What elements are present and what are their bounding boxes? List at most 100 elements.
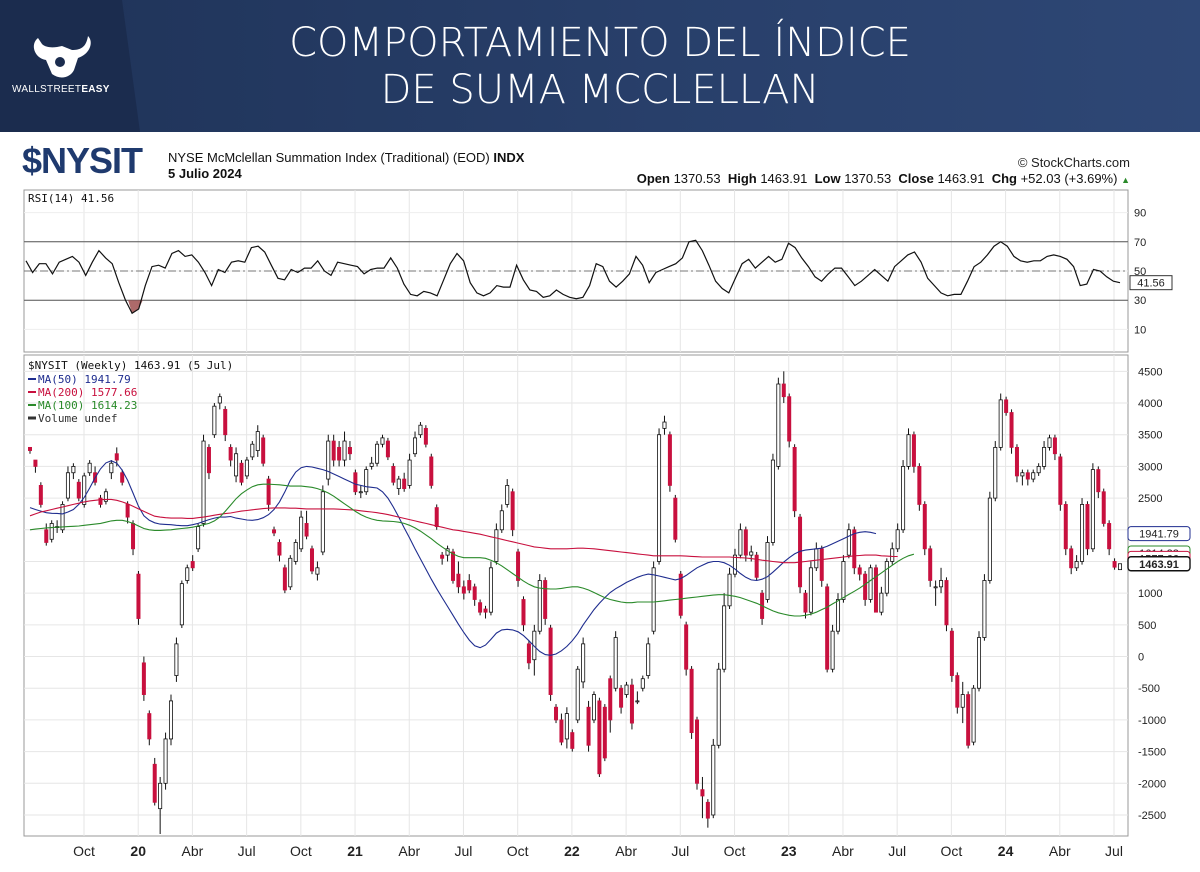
rsi-tick-label: 30 — [1134, 295, 1146, 307]
candle-body — [375, 443, 380, 464]
candle-body — [494, 529, 499, 562]
close-value-label: 1463.91 — [1139, 559, 1179, 571]
candle-body — [640, 678, 645, 689]
ma-line-ma100 — [29, 483, 915, 617]
candle-body — [125, 504, 130, 518]
candle-body — [98, 497, 103, 505]
candle-body — [917, 466, 922, 505]
candle-body — [657, 434, 662, 562]
candle-body — [1118, 563, 1123, 571]
candle-body — [982, 580, 987, 638]
candle-body — [787, 396, 792, 442]
candle-body — [548, 627, 553, 695]
rsi-tick-label: 50 — [1134, 266, 1146, 278]
candle-body — [396, 478, 401, 489]
low-value: 1370.53 — [844, 171, 892, 186]
candle-body — [282, 567, 287, 591]
close-value-box — [1127, 556, 1191, 572]
header-banner — [0, 0, 1200, 132]
high-label: High — [727, 171, 757, 186]
candle-body — [228, 446, 233, 461]
candle-body — [987, 497, 992, 581]
candle-body — [803, 592, 808, 613]
candle-body — [613, 637, 618, 689]
candle-body — [998, 399, 1003, 448]
open-label: Open — [636, 171, 670, 186]
candle-body — [944, 580, 949, 626]
candle-body — [385, 440, 390, 458]
candle-body — [320, 491, 325, 553]
candle-body — [689, 668, 694, 733]
price-tick-label: 3000 — [1138, 461, 1162, 473]
candle-body — [993, 446, 998, 499]
rsi-legend: RSI(14) 41.56 — [28, 192, 114, 205]
ma50-value-box — [1127, 526, 1191, 542]
candle-body — [743, 529, 748, 556]
candle-body — [326, 440, 331, 480]
banner-title-line1: COMPORTAMIENTO DEL ÍNDICE — [289, 20, 911, 66]
banner-title: COMPORTAMIENTO DEL ÍNDICE DE SUMA MCCLEL… — [230, 20, 970, 114]
candle-body — [879, 592, 884, 613]
candle-body — [922, 504, 927, 550]
candle-body — [190, 561, 195, 569]
candle-body — [906, 434, 911, 467]
price-tick-label: 4000 — [1138, 398, 1162, 410]
candle-body — [103, 491, 108, 502]
candle-body — [505, 485, 510, 505]
x-tick-label: Oct — [940, 843, 962, 859]
candle-body — [814, 548, 819, 569]
candle-body — [738, 529, 743, 556]
candle-body — [684, 624, 689, 670]
rsi-oversold-fill — [128, 300, 143, 314]
close-label: Close — [898, 171, 934, 186]
candle-body — [602, 706, 607, 759]
candle-body — [174, 643, 179, 676]
candle-body — [234, 453, 239, 477]
candle-body — [147, 713, 152, 740]
candle-body — [1047, 437, 1052, 448]
candle-body — [141, 662, 146, 695]
price-tick-label: -1500 — [1138, 747, 1166, 759]
candle-body — [1036, 466, 1041, 474]
candle-body — [770, 459, 775, 543]
candle-body — [250, 443, 255, 458]
candle-body — [380, 437, 385, 445]
x-tick-label: Abr — [182, 843, 204, 859]
candle-body — [114, 453, 119, 461]
banner-title-line2: DE SUMA MCCLELLAN — [380, 67, 820, 113]
candle-body — [71, 466, 76, 474]
high-value: 1463.91 — [760, 171, 808, 186]
rsi-panel: 90 70 50 30 10 41.56 RSI(14) 41.56 — [23, 189, 1173, 353]
price-tick-label: 1000 — [1138, 588, 1162, 600]
x-tick-label: 20 — [130, 843, 146, 859]
logo-word: WALLSTREET — [12, 84, 82, 95]
candle-body — [136, 573, 141, 619]
candle-body — [608, 678, 613, 721]
candle-body — [754, 554, 759, 578]
x-tick-label: 21 — [347, 843, 363, 859]
candle-body — [1112, 561, 1117, 568]
candle-body — [413, 437, 418, 455]
candle-body — [277, 542, 282, 556]
candle-body — [472, 586, 477, 600]
candle-body — [255, 431, 260, 451]
candle-body — [716, 668, 721, 746]
candle-body — [337, 446, 342, 461]
candle-body — [163, 738, 168, 784]
stockcharts-credit: © StockCharts.com — [1017, 155, 1130, 170]
candle-body — [179, 583, 184, 626]
candle-body — [673, 497, 678, 540]
price-tick-label: 2500 — [1138, 493, 1162, 505]
price-frame — [23, 354, 1129, 837]
ma-line-ma200 — [29, 498, 898, 564]
candle-body — [619, 687, 624, 708]
candle-body — [966, 694, 971, 746]
candle-body — [1080, 504, 1085, 562]
x-tick-label: 23 — [781, 843, 797, 859]
candle-body — [467, 580, 472, 591]
candle-body — [152, 763, 157, 803]
candle-body — [1052, 437, 1057, 455]
candle-body — [646, 643, 651, 676]
candle-body — [450, 551, 455, 581]
